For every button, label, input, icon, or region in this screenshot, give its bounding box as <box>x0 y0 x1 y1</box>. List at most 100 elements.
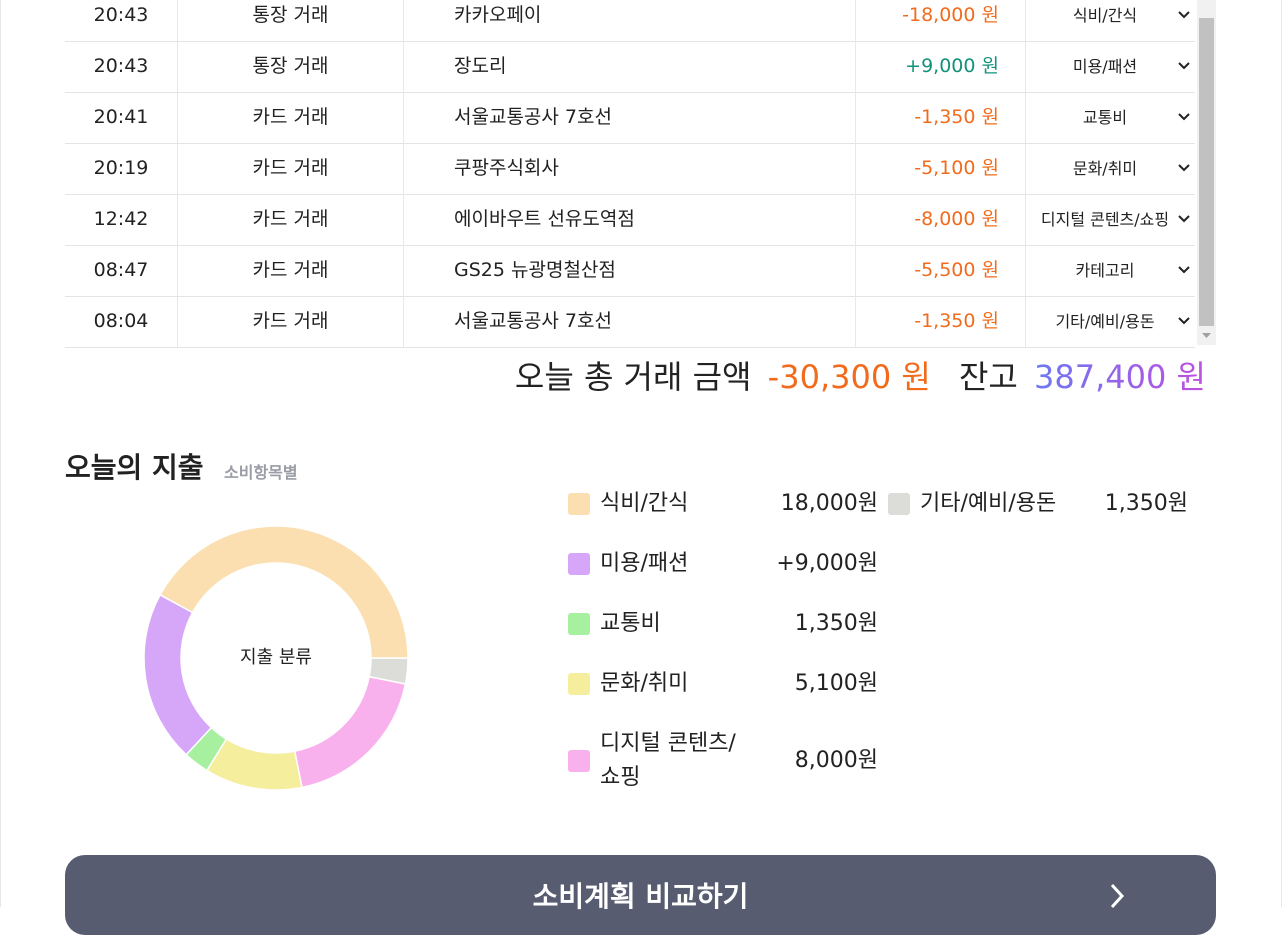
transaction-row: 08:47 카드 거래 GS25 뉴광명철산점 -5,500 원 카테고리 <box>65 245 1195 297</box>
legend-value: +9,000원 <box>776 551 878 576</box>
divider <box>403 0 404 41</box>
transaction-row: 20:43 통장 거래 장도리 +9,000 원 미용/패션 <box>65 41 1195 93</box>
scrollbar[interactable] <box>1197 0 1216 345</box>
category-value: 디지털 콘텐츠/쇼핑 <box>1040 210 1170 229</box>
category-select[interactable]: 문화/취미 <box>1032 143 1192 194</box>
category-select[interactable]: 교통비 <box>1032 92 1192 143</box>
transaction-type: 통장 거래 <box>252 55 329 77</box>
transaction-row: 12:42 카드 거래 에이바우트 선유도역점 -8,000 원 디지털 콘텐츠/쇼핑 <box>65 194 1195 246</box>
donut-chart: 지출 분류 <box>143 525 409 791</box>
legend-swatch <box>568 613 590 635</box>
section-title: 오늘의 지출 <box>65 451 204 484</box>
total-amount: -30,300 원 <box>767 358 931 396</box>
legend-label: 기타/예비/용돈 <box>920 491 1057 516</box>
legend-label: 교통비 <box>600 611 661 636</box>
divider <box>403 92 404 143</box>
category-select[interactable]: 기타/예비/용돈 <box>1032 296 1192 347</box>
category-select[interactable]: 미용/패션 <box>1032 41 1192 92</box>
time: 20:43 <box>93 55 149 77</box>
dropdown-icon <box>1178 266 1190 274</box>
divider <box>855 296 856 347</box>
divider <box>403 245 404 296</box>
legend-item: 미용/패션 +9,000원 <box>568 547 878 581</box>
amount: -1,350 원 <box>914 106 999 128</box>
divider <box>1025 194 1026 245</box>
dropdown-icon <box>1178 215 1190 223</box>
divider <box>177 41 178 92</box>
scroll-arrow[interactable] <box>1202 333 1211 339</box>
dropdown-icon <box>1178 11 1190 19</box>
scroll-thumb[interactable] <box>1199 18 1214 326</box>
merchant: 장도리 <box>454 55 507 77</box>
balance-label: 잔고 <box>958 358 1018 396</box>
category-select[interactable]: 카테고리 <box>1032 245 1192 296</box>
donut-segment <box>143 593 213 756</box>
legend-value: 1,350원 <box>794 611 878 636</box>
legend-label: 미용/패션 <box>600 551 689 576</box>
legend-swatch <box>568 493 590 515</box>
time: 20:41 <box>93 106 149 128</box>
category-value: 식비/간식 <box>1072 6 1138 25</box>
divider <box>855 0 856 41</box>
total-label: 오늘 총 거래 금액 <box>514 358 752 396</box>
donut-segment <box>159 525 409 659</box>
section-subtitle: 소비항목별 <box>224 463 298 482</box>
chevron <box>1178 215 1190 223</box>
merchant: GS25 뉴광명철산점 <box>454 259 616 281</box>
chevron <box>1178 113 1190 121</box>
divider <box>403 194 404 245</box>
dropdown-icon <box>1178 164 1190 172</box>
divider <box>177 296 178 347</box>
legend-item: 교통비 1,350원 <box>568 607 878 641</box>
time: 20:43 <box>93 4 149 26</box>
transaction-row: 20:43 통장 거래 카카오페이 -18,000 원 식비/간식 <box>65 0 1195 42</box>
merchant: 에이바우트 선유도역점 <box>454 208 635 230</box>
balance-amount: 387,400 원 <box>1034 358 1206 396</box>
donut-center-label: 지출 분류 <box>240 647 312 668</box>
transaction-type: 통장 거래 <box>252 4 329 26</box>
legend-item: 문화/취미 5,100원 <box>568 667 878 701</box>
chevron-icon <box>1110 883 1125 909</box>
donut-segment <box>205 737 303 791</box>
compare-button[interactable]: 소비계획 비교하기 <box>65 855 1216 935</box>
category-select[interactable]: 식비/간식 <box>1032 0 1192 41</box>
divider <box>1025 245 1026 296</box>
merchant: 카카오페이 <box>454 4 542 26</box>
category-select[interactable]: 디지털 콘텐츠/쇼핑 <box>1032 194 1192 245</box>
legend-label: 식비/간식 <box>600 491 689 516</box>
divider <box>855 245 856 296</box>
transaction-row: 20:19 카드 거래 쿠팡주식회사 -5,100 원 문화/취미 <box>65 143 1195 195</box>
legend: 기타/예비/용돈 1,350원 <box>888 487 1188 521</box>
divider <box>177 92 178 143</box>
transaction-type: 카드 거래 <box>252 157 329 179</box>
legend-swatch <box>568 750 590 772</box>
chevron <box>1178 164 1190 172</box>
category-value: 문화/취미 <box>1072 159 1138 178</box>
chevron <box>1178 266 1190 274</box>
summary: 오늘 총 거래 금액 -30,300 원 잔고 387,400 원 <box>509 352 1206 398</box>
legend-item: 기타/예비/용돈 1,350원 <box>888 487 1188 521</box>
amount: -5,100 원 <box>914 157 999 179</box>
transaction-row: 20:41 카드 거래 서울교통공사 7호선 -1,350 원 교통비 <box>65 92 1195 144</box>
chevron <box>1178 62 1190 70</box>
legend-value: 1,350원 <box>1104 491 1188 516</box>
transaction-row: 08:04 카드 거래 서울교통공사 7호선 -1,350 원 기타/예비/용돈 <box>65 296 1195 348</box>
chevron <box>1178 317 1190 325</box>
legend-value: 5,100원 <box>794 671 878 696</box>
divider <box>1025 92 1026 143</box>
legend-swatch <box>568 553 590 575</box>
divider <box>855 41 856 92</box>
merchant: 서울교통공사 7호선 <box>454 310 612 332</box>
divider <box>177 245 178 296</box>
legend-swatch <box>888 493 910 515</box>
amount: -8,000 원 <box>914 208 999 230</box>
transaction-type: 카드 거래 <box>252 259 329 281</box>
amount: +9,000 원 <box>905 55 999 77</box>
legend-label: 문화/취미 <box>600 671 689 696</box>
divider <box>1025 41 1026 92</box>
legend-item: 식비/간식 18,000원 <box>568 487 878 521</box>
chevron <box>1178 11 1190 19</box>
legend-value: 8,000원 <box>794 748 878 773</box>
divider <box>403 296 404 347</box>
divider <box>177 0 178 41</box>
